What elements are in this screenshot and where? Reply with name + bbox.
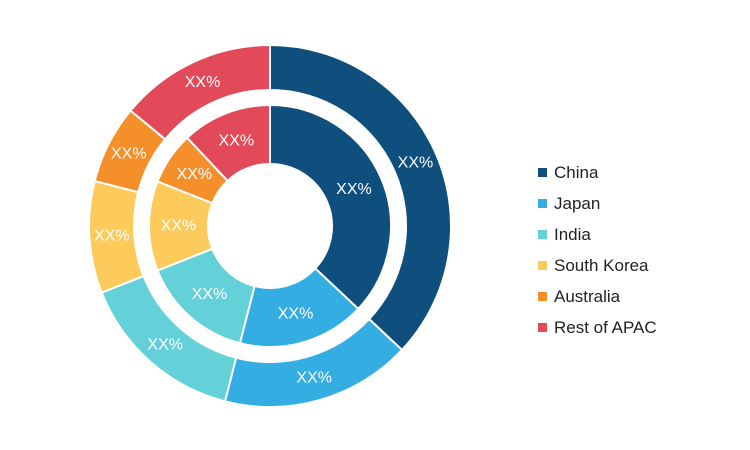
legend-swatch [538, 292, 547, 301]
inner-ring-data-label: XX% [177, 166, 213, 183]
legend-swatch [538, 261, 547, 270]
legend-item-rest-of-apac: Rest of APAC [538, 312, 657, 343]
inner-ring-data-label: XX% [219, 132, 255, 149]
outer-ring-data-label: XX% [147, 336, 183, 353]
outer-ring-data-label: XX% [185, 74, 221, 91]
legend-item-south-korea: South Korea [538, 250, 657, 281]
inner-ring-data-label: XX% [278, 305, 314, 322]
legend-label: South Korea [554, 255, 649, 275]
legend-item-japan: Japan [538, 188, 657, 219]
legend-item-australia: Australia [538, 281, 657, 312]
outer-ring-data-label: XX% [111, 146, 147, 163]
inner-ring-data-label: XX% [192, 286, 228, 303]
inner-ring-slice [269, 103, 392, 311]
outer-ring-slice [269, 43, 452, 352]
legend: China Japan India South Korea Australia … [538, 157, 657, 343]
legend-label: India [554, 224, 591, 244]
inner-ring-data-label: XX% [161, 218, 197, 235]
outer-ring-data-label: XX% [296, 370, 332, 387]
legend-item-india: India [538, 219, 657, 250]
outer-ring-data-label: XX% [94, 227, 130, 244]
legend-label: Rest of APAC [554, 317, 657, 337]
legend-swatch [538, 230, 547, 239]
legend-swatch [538, 323, 547, 332]
outer-ring-data-label: XX% [398, 155, 434, 172]
legend-swatch [538, 199, 547, 208]
legend-label: Japan [554, 193, 601, 213]
legend-label: China [554, 162, 599, 182]
inner-ring-slice [185, 103, 271, 183]
legend-item-china: China [538, 157, 657, 188]
legend-swatch [538, 168, 547, 177]
legend-label: Australia [554, 286, 621, 306]
inner-ring-data-label: XX% [336, 181, 372, 198]
outer-ring-slice [129, 43, 271, 141]
